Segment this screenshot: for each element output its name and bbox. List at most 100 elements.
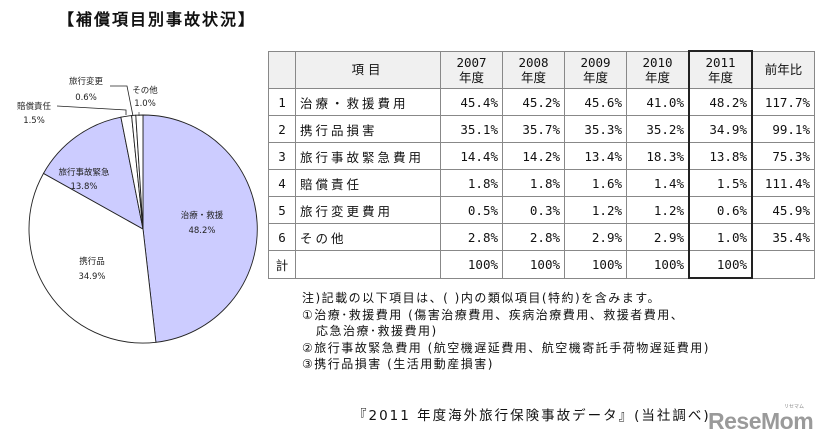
table-row: 3 旅行事故緊急費用 14.4% 14.2% 13.4% 18.3% 13.8%… — [268, 142, 815, 170]
pie-slice-other — [135, 114, 144, 230]
pie-label-other-name: その他 — [132, 85, 158, 96]
header-yoy: 前年比 — [751, 50, 815, 89]
cell-2010: 35.2% — [626, 115, 690, 143]
cell-yoy: 45.9% — [751, 196, 815, 224]
cell-yoy: 111.4% — [751, 169, 815, 197]
accident-data-table: 項目 2007 年度 2008 年度 2009 年度 2010 年度 2011 年度 前年… — [268, 50, 815, 279]
cell-2009: 35.3% — [564, 115, 627, 143]
table-row: 5 旅行変更費用 0.5% 0.3% 1.2% 1.2% 0.6% 45.9% — [268, 196, 815, 224]
cell-2010: 41.0% — [626, 88, 690, 116]
cell-2010: 1.2% — [626, 196, 690, 224]
pie-label-change-pct: 0.6% — [75, 93, 97, 103]
header-year-2008: 2008 年度 — [502, 50, 565, 89]
row-no: 5 — [268, 196, 296, 224]
pie-label-other-pct: 1.0% — [134, 99, 156, 109]
source-citation: 『2011 年度海外旅行保険事故データ』(当社調べ) — [353, 408, 711, 424]
row-item: 治療・救援費用 — [295, 88, 441, 116]
pie-label-medical-name: 治療・救援 — [181, 210, 224, 221]
cell-2009: 1.2% — [564, 196, 627, 224]
row-no: 1 — [268, 88, 296, 116]
cell-2011: 1.0% — [688, 223, 753, 251]
table-row-total: 計 100% 100% 100% 100% 100% — [268, 250, 815, 279]
pie-label-liability-pct: 1.5% — [23, 116, 45, 126]
row-no: 計 — [268, 250, 296, 279]
table-header-row: 項目 2007 年度 2008 年度 2009 年度 2010 年度 2011 年度 前年… — [268, 50, 815, 89]
cell-2010: 18.3% — [626, 142, 690, 170]
header-no — [268, 50, 296, 89]
pie-label-emergency-name: 旅行事故緊急 — [58, 167, 110, 178]
table-row: 6 その他 2.8% 2.8% 2.9% 2.9% 1.0% 35.4% — [268, 223, 815, 251]
cell-yoy: 99.1% — [751, 115, 815, 143]
cell-2008: 35.7% — [502, 115, 565, 143]
table-row: 1 治療・救援費用 45.4% 45.2% 45.6% 41.0% 48.2% … — [268, 88, 815, 116]
header-year-2010: 2010 年度 — [626, 50, 690, 89]
row-item: その他 — [295, 223, 441, 251]
leader-line-liability — [56, 105, 127, 115]
table-row: 4 賠償責任 1.8% 1.8% 1.6% 1.4% 1.5% 111.4% — [268, 169, 815, 197]
cell-2009: 1.6% — [564, 169, 627, 197]
row-no: 4 — [268, 169, 296, 197]
cell-2008: 45.2% — [502, 88, 565, 116]
note-line: ①治療･救援費用 (傷害治療費用、疾病治療費用、救援者費用、 — [302, 307, 685, 322]
row-item: 賠償責任 — [295, 169, 441, 197]
cell-2007: 0.5% — [440, 196, 503, 224]
pie-slice-medical — [142, 114, 258, 343]
note-line: ②旅行事故緊急費用 (航空機遅延費用、航空機寄託手荷物遅延費用) — [302, 340, 710, 355]
cell-yoy: 75.3% — [751, 142, 815, 170]
leader-line-change — [110, 85, 134, 117]
pie-label-liability-name: 賠償責任 — [17, 101, 52, 112]
row-no: 3 — [268, 142, 296, 170]
header-year-2007: 2007 年度 — [440, 50, 503, 89]
cell-2008: 1.8% — [502, 169, 565, 197]
header-item: 項目 — [295, 50, 441, 89]
watermark-logo: ReseMom — [708, 408, 814, 434]
header-year-2011: 2011 年度 — [688, 50, 753, 89]
header-year-2009: 2009 年度 — [564, 50, 627, 89]
cell-2010: 2.9% — [626, 223, 690, 251]
row-item: 携行品損害 — [295, 115, 441, 143]
note-line: 注)記載の以下項目は、( )内の類似項目(特約)を含みます。 — [302, 291, 662, 305]
cell-2007: 2.8% — [440, 223, 503, 251]
pie-slice-emergency — [42, 116, 144, 230]
cell-2010: 1.4% — [626, 169, 690, 197]
cell-2011: 34.9% — [688, 115, 753, 143]
cell-2011: 13.8% — [688, 142, 753, 170]
cell-2007: 35.1% — [440, 115, 503, 143]
note-line: ③携行品損害 (生活用動産損害) — [302, 357, 494, 371]
cell-yoy — [751, 250, 815, 279]
cell-2007: 1.8% — [440, 169, 503, 197]
pie-slice-baggage — [28, 172, 157, 344]
row-no: 2 — [268, 115, 296, 143]
cell-2007: 14.4% — [440, 142, 503, 170]
cell-2010: 100% — [626, 250, 690, 279]
row-item — [295, 250, 441, 279]
cell-2009: 100% — [564, 250, 627, 279]
cell-yoy: 35.4% — [751, 223, 815, 251]
cell-2009: 2.9% — [564, 223, 627, 251]
cell-yoy: 117.7% — [751, 88, 815, 116]
cell-2008: 100% — [502, 250, 565, 279]
row-no: 6 — [268, 223, 296, 251]
pie-label-medical-pct: 48.2% — [188, 226, 215, 236]
pie-label-emergency-pct: 13.8% — [70, 182, 97, 192]
cell-2007: 100% — [440, 250, 503, 279]
cell-2008: 0.3% — [502, 196, 565, 224]
cell-2011: 100% — [688, 250, 753, 279]
cell-2007: 45.4% — [440, 88, 503, 116]
pie-chart: 治療・救援 48.2% 携行品 34.9% 旅行事故緊急 13.8% 賠償責任 … — [17, 76, 258, 344]
cell-2011: 48.2% — [688, 88, 753, 116]
row-item: 旅行事故緊急費用 — [295, 142, 441, 170]
pie-label-baggage-name: 携行品 — [79, 256, 105, 267]
cell-2011: 0.6% — [688, 196, 753, 224]
cell-2008: 2.8% — [502, 223, 565, 251]
cell-2009: 45.6% — [564, 88, 627, 116]
row-item: 旅行変更費用 — [295, 196, 441, 224]
page-title: 【補償項目別事故状況】 — [58, 10, 257, 29]
note-line: 応急治療･救援費用) — [316, 324, 438, 338]
cell-2011: 1.5% — [688, 169, 753, 197]
pie-label-change-name: 旅行変更 — [69, 76, 104, 87]
cell-2008: 14.2% — [502, 142, 565, 170]
pie-label-baggage-pct: 34.9% — [78, 272, 105, 282]
table-row: 2 携行品損害 35.1% 35.7% 35.3% 35.2% 34.9% 99… — [268, 115, 815, 143]
footnotes: 注)記載の以下項目は、( )内の類似項目(特約)を含みます。 ①治療･救援費用 … — [302, 290, 710, 373]
